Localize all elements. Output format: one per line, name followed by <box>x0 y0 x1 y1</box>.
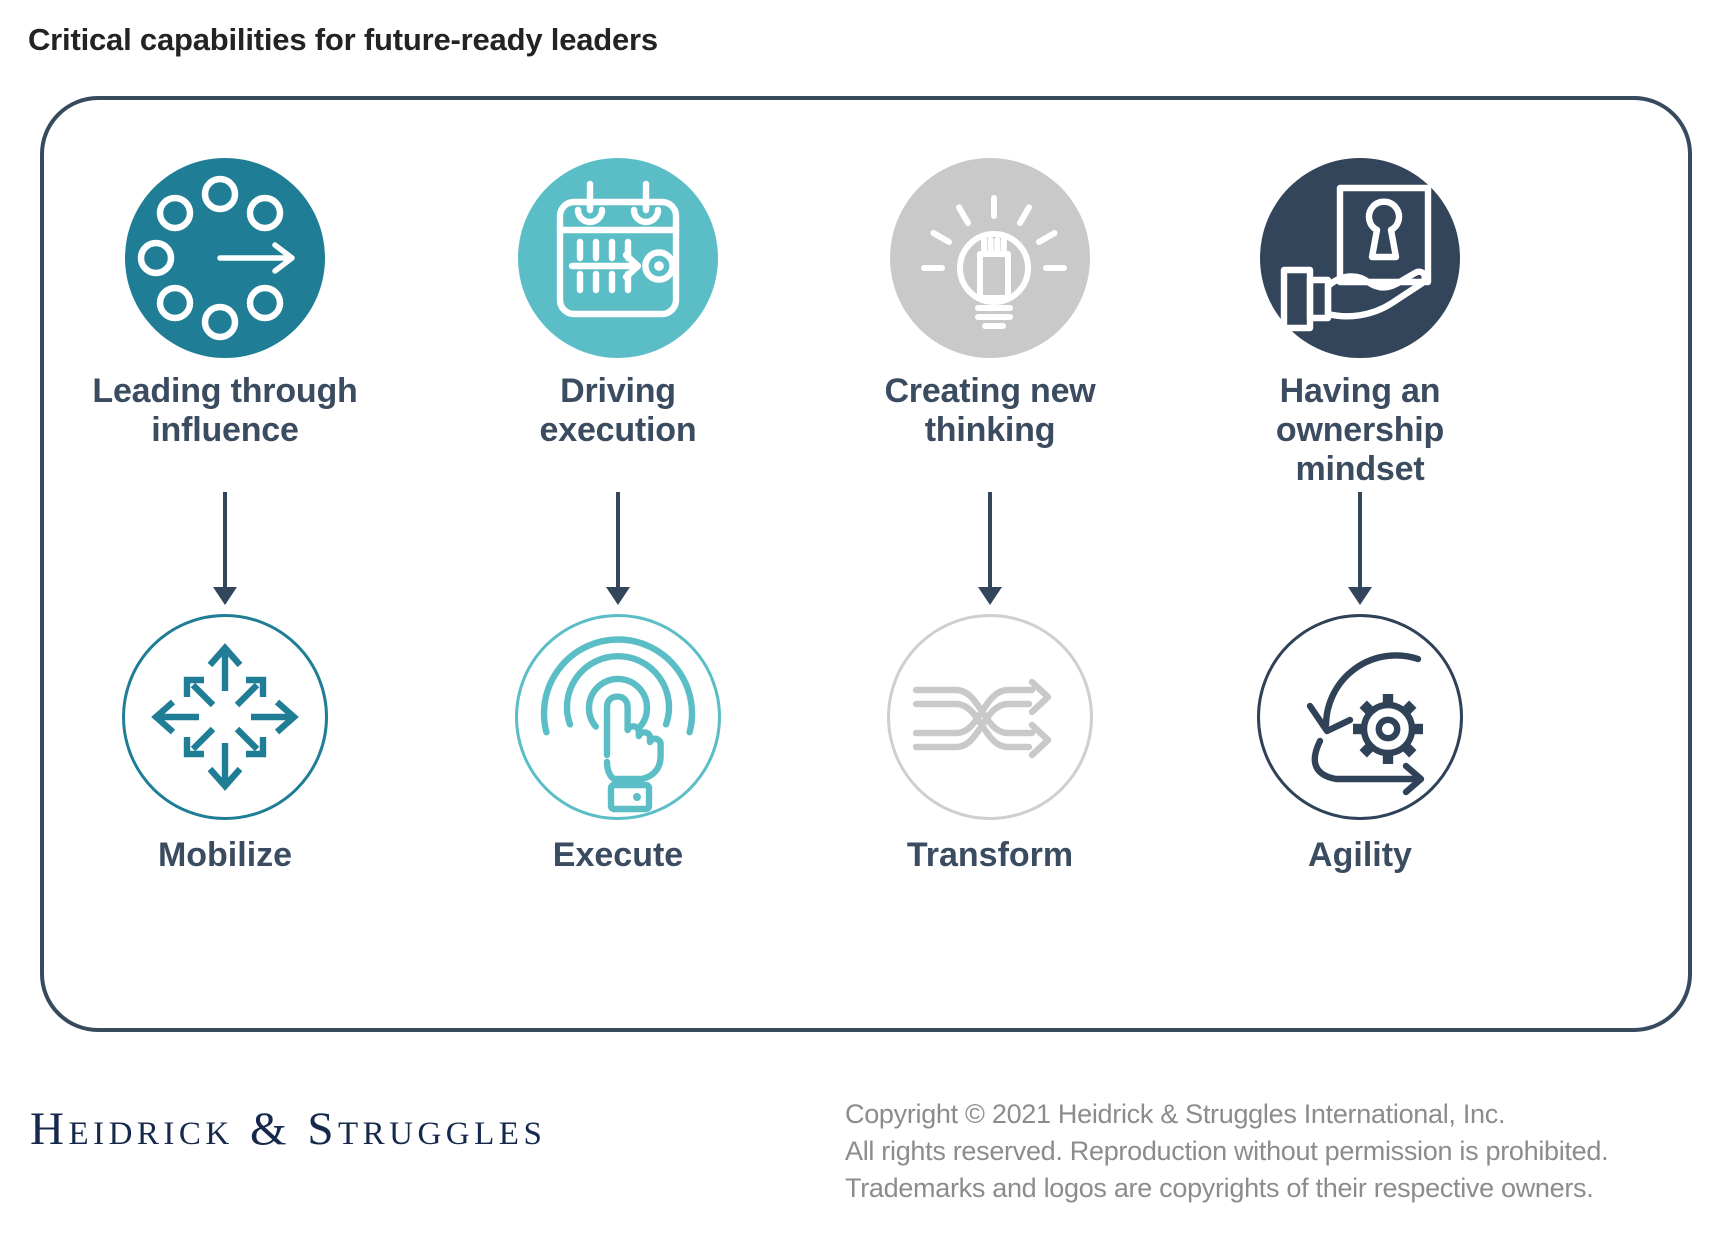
gear-cycle-icon <box>1257 614 1463 820</box>
outcome-label: Execute <box>552 836 684 874</box>
radiating-arrows-icon <box>122 614 328 820</box>
outcome-label: Transform <box>906 836 1074 874</box>
heidrick-struggles-logo: Heidrick & Struggles <box>30 1103 547 1155</box>
copyright-text: Copyright © 2021 Heidrick & Struggles In… <box>845 1096 1609 1207</box>
network-progress-icon <box>125 158 325 358</box>
capability-label: Creating new thinking <box>884 372 1096 449</box>
column-creating-new-thinking: Creating new thinking Transform <box>810 158 1170 875</box>
down-arrow <box>978 490 1002 610</box>
column-leading-through-influence: Leading through influence Mob <box>45 158 405 875</box>
down-arrow <box>1348 490 1372 610</box>
calendar-plan-icon <box>518 158 718 358</box>
page-title: Critical capabilities for future-ready l… <box>28 22 658 57</box>
capability-label: Leading through influence <box>92 372 358 449</box>
outcome-label: Agility <box>1308 836 1412 874</box>
copyright-line: Copyright © 2021 Heidrick & Struggles In… <box>845 1099 1506 1129</box>
capabilities-panel: Leading through influence Mob <box>40 96 1692 1032</box>
down-arrow <box>606 490 630 610</box>
hand-holding-box-icon <box>1260 158 1460 358</box>
column-having-an-ownership-mindset: Having an ownership mindset <box>1180 158 1540 875</box>
lightbulb-rays-icon <box>890 158 1090 358</box>
capability-label: Having an ownership mindset <box>1275 372 1445 488</box>
copyright-line: Trademarks and logos are copyrights of t… <box>845 1173 1594 1203</box>
outcome-label: Mobilize <box>157 836 293 874</box>
tap-hand-icon <box>515 614 721 820</box>
copyright-line: All rights reserved. Reproduction withou… <box>845 1136 1609 1166</box>
capability-label: Driving execution <box>539 372 697 449</box>
column-driving-execution: Driving execution Execute <box>438 158 798 875</box>
shuffle-arrows-icon <box>887 614 1093 820</box>
down-arrow <box>213 490 237 610</box>
